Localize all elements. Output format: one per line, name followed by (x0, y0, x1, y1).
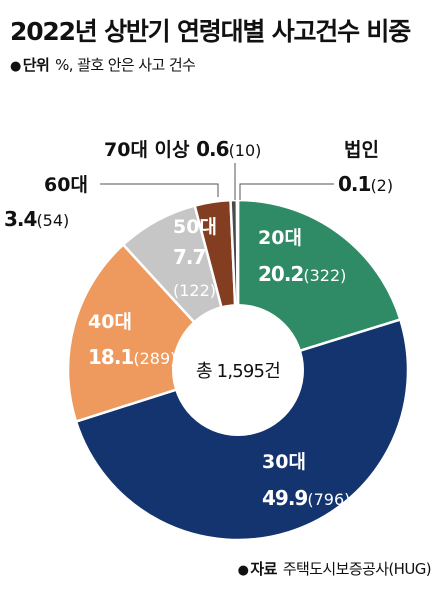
slice-name-label-5: 60대 (44, 174, 88, 196)
slice-count-1: (322) (303, 266, 346, 285)
bullet-icon: ● (237, 563, 249, 578)
slice-count-3: (289) (133, 349, 176, 368)
donut-hole (172, 304, 304, 436)
slice-value-label-2: 49.9(796) (262, 486, 350, 510)
slice-name-label-7: 법인 (344, 139, 379, 161)
slice-count-7: (2) (370, 176, 393, 195)
unit-note: ● 단위 %, 괄호 안은 사고 건수 (10, 54, 196, 75)
leader-line-5 (100, 183, 219, 197)
slice-count-2: (796) (307, 490, 350, 509)
slice-percent-2: 49.9 (262, 486, 307, 510)
slice-percent-3: 18.1 (88, 345, 133, 369)
slice-percent-1: 20.2 (258, 262, 303, 286)
slice-percent-7: 0.1 (338, 172, 371, 196)
slice-percent-4: 7.7 (173, 245, 206, 269)
chart-title: 2022년 상반기 연령대별 사고건수 비중 (10, 17, 411, 46)
slice-name-label-4: 50대 (173, 216, 217, 238)
unit-label: 단위 (22, 56, 50, 74)
leader-line-7 (239, 183, 334, 200)
slice-value-label-3: 18.1(289) (88, 345, 176, 369)
slice-percent-5: 3.4 (4, 207, 37, 231)
center-total-label: 총 1,595건 (196, 361, 280, 382)
source-note: ● 자료 주택도시보증공사(HUG) (237, 558, 432, 579)
slice-value-label-7: 0.1(2) (338, 172, 393, 196)
slice-count-5: (54) (36, 211, 69, 230)
source-label: 자료 (250, 560, 277, 578)
slice-name-label-1: 20대 (258, 227, 302, 249)
bullet-icon: ● (10, 59, 21, 74)
slice-label-6: 70대 이상 0.6(10) (104, 137, 261, 161)
slice-value-label-1: 20.2(322) (258, 262, 346, 286)
source-text: 주택도시보증공사(HUG) (282, 560, 432, 578)
slice-count-4: (122) (173, 281, 216, 300)
slice-value-label-5: 3.4(54) (4, 207, 69, 231)
unit-text: %, 괄호 안은 사고 건수 (55, 56, 196, 74)
slice-name-label-2: 30대 (262, 451, 306, 473)
slice-name-label-3: 40대 (88, 311, 132, 333)
